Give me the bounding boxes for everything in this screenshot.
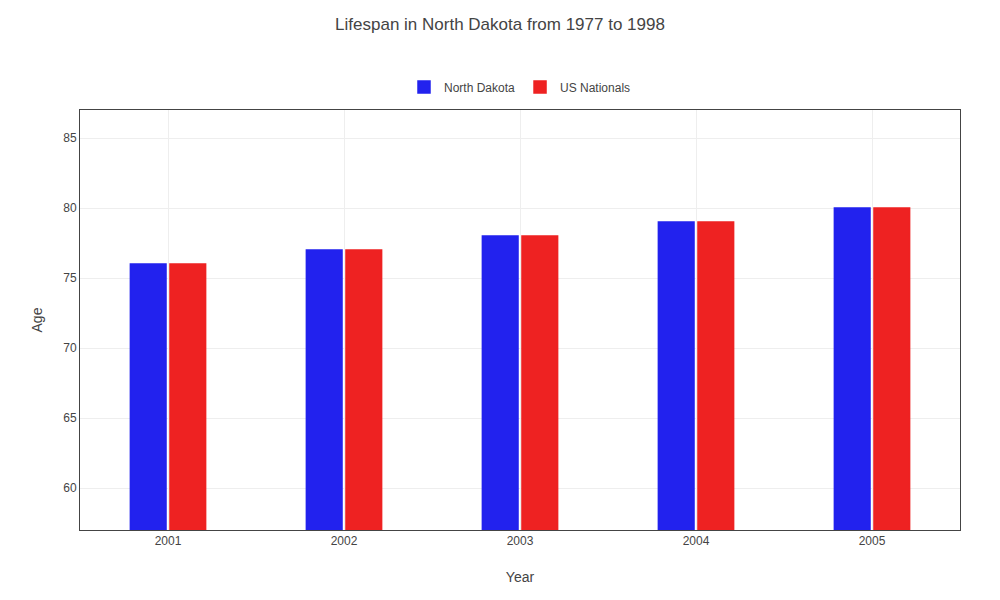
svg-text:Age: Age [29, 307, 45, 332]
svg-text:US Nationals: US Nationals [560, 81, 630, 95]
svg-text:70: 70 [63, 341, 77, 355]
svg-text:North Dakota: North Dakota [444, 81, 515, 95]
svg-text:75: 75 [63, 271, 77, 285]
svg-text:2004: 2004 [683, 534, 710, 548]
svg-text:2003: 2003 [507, 534, 534, 548]
svg-text:65: 65 [63, 411, 77, 425]
svg-text:2002: 2002 [331, 534, 358, 548]
svg-text:80: 80 [63, 201, 77, 215]
svg-text:Lifespan in North Dakota from: Lifespan in North Dakota from 1977 to 19… [335, 15, 665, 34]
svg-text:2005: 2005 [859, 534, 886, 548]
svg-text:60: 60 [63, 481, 77, 495]
svg-text:85: 85 [63, 131, 77, 145]
svg-text:Year: Year [506, 569, 535, 585]
svg-text:2001: 2001 [155, 534, 182, 548]
